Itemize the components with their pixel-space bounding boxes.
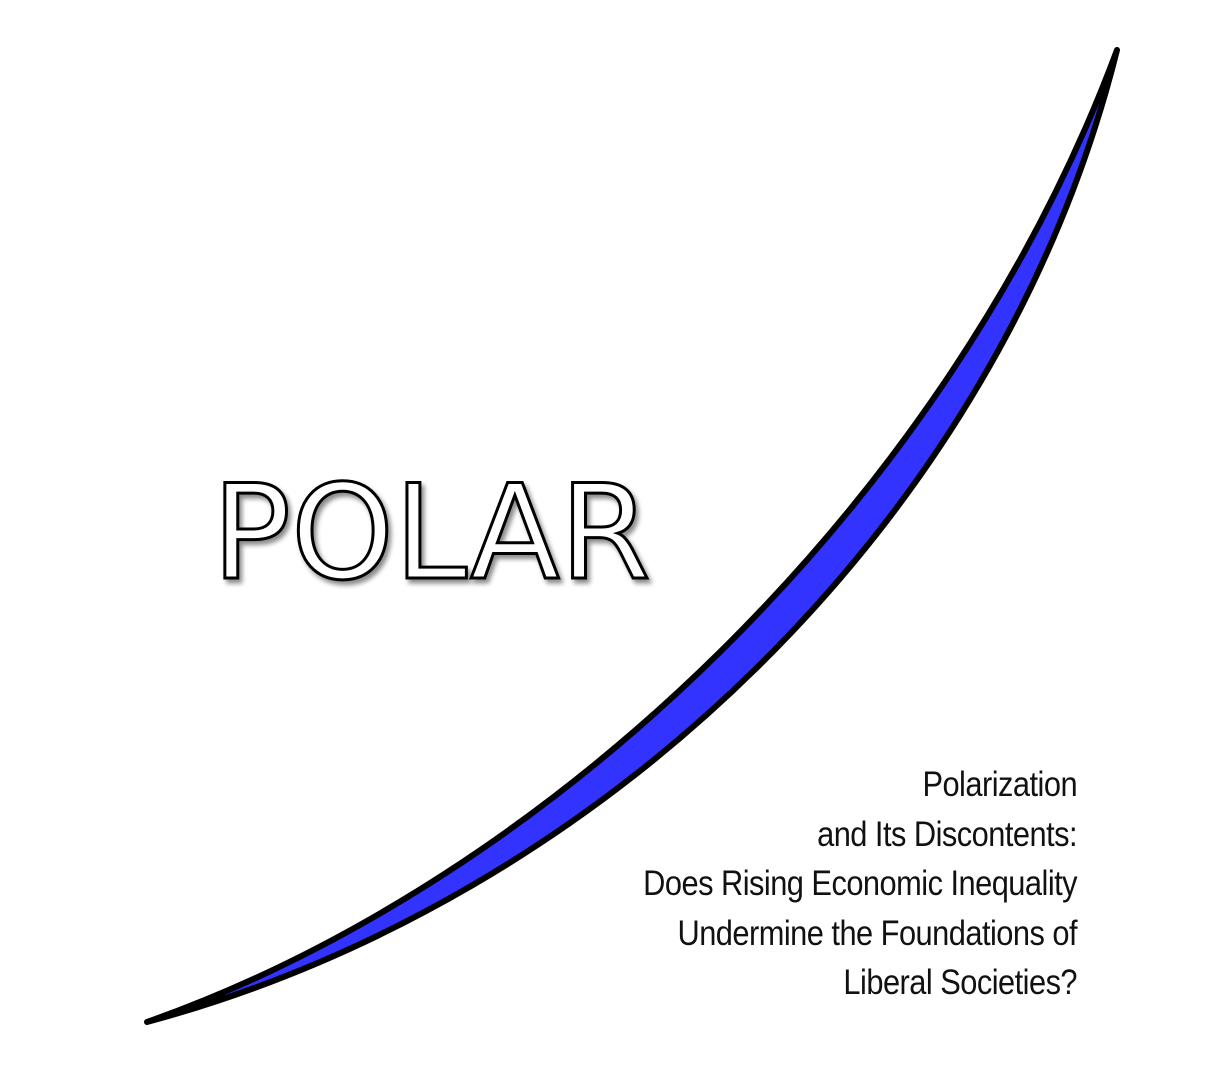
crescent [144, 47, 1120, 1025]
subtitle: Polarization and Its Discontents: Does R… [584, 760, 1077, 1008]
subtitle-line: Does Rising Economic Inequality [643, 864, 1077, 903]
subtitle-line: Polarization [922, 765, 1077, 804]
subtitle-line: Undermine the Foundations of [677, 913, 1077, 953]
subtitle-line: Liberal Societies? [843, 963, 1077, 1002]
logo-title: POLAR [212, 456, 651, 609]
subtitle-line: and Its Discontents: [817, 814, 1077, 854]
